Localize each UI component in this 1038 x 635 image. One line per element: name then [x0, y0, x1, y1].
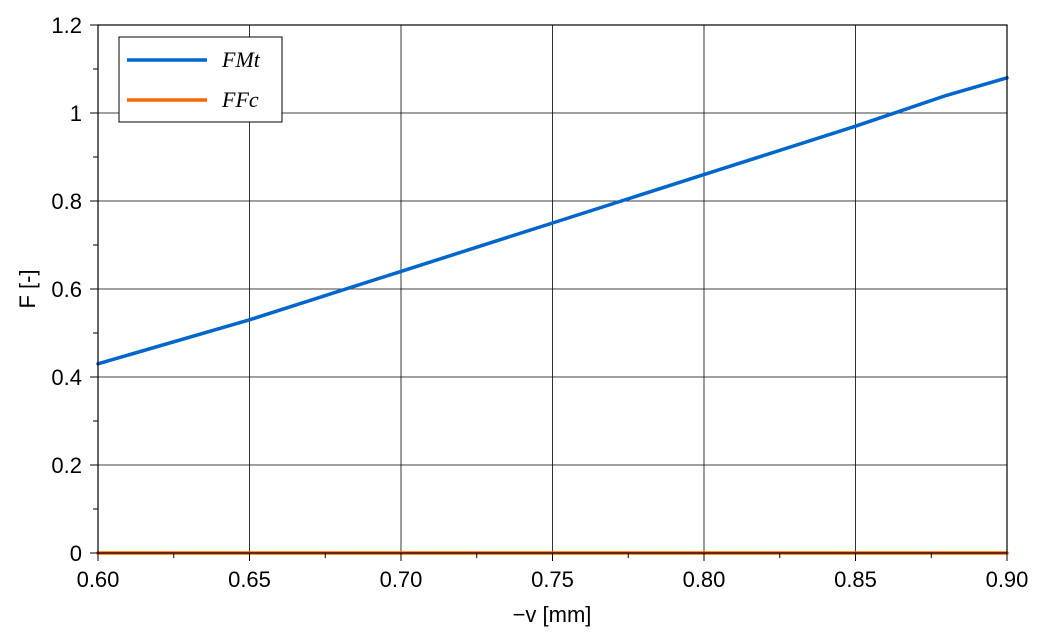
legend-label-ffc: FFc — [221, 87, 259, 112]
tick-labels: 0.60 0.65 0.70 0.75 0.80 0.85 0.90 0 0.2 0.4 0.6 0.… — [51, 13, 1028, 592]
x-tick-label: 0.65 — [228, 567, 271, 592]
x-tick-label: 0.85 — [834, 567, 877, 592]
legend: FMt FFc — [118, 36, 283, 123]
y-axis-title: F [-] — [15, 269, 40, 308]
x-tick-label: 0.90 — [986, 567, 1029, 592]
y-tick-label: 0.2 — [51, 453, 82, 478]
legend-label-fmt: FMt — [221, 47, 261, 72]
y-tick-label: 1 — [70, 101, 82, 126]
y-tick-label: 0 — [70, 541, 82, 566]
x-axis-title: −v [mm] — [513, 602, 592, 627]
y-tick-label: 1.2 — [51, 13, 82, 38]
x-tick-label: 0.75 — [531, 567, 574, 592]
x-tick-label: 0.70 — [380, 567, 423, 592]
x-tick-label: 0.60 — [77, 567, 120, 592]
legend-box — [118, 36, 283, 123]
ticks — [90, 24, 1008, 561]
y-tick-label: 0.6 — [51, 277, 82, 302]
series-line-fmt — [96, 76, 1009, 366]
x-tick-label: 0.80 — [683, 567, 726, 592]
y-tick-label: 0.4 — [51, 365, 82, 390]
y-tick-label: 0.8 — [51, 189, 82, 214]
